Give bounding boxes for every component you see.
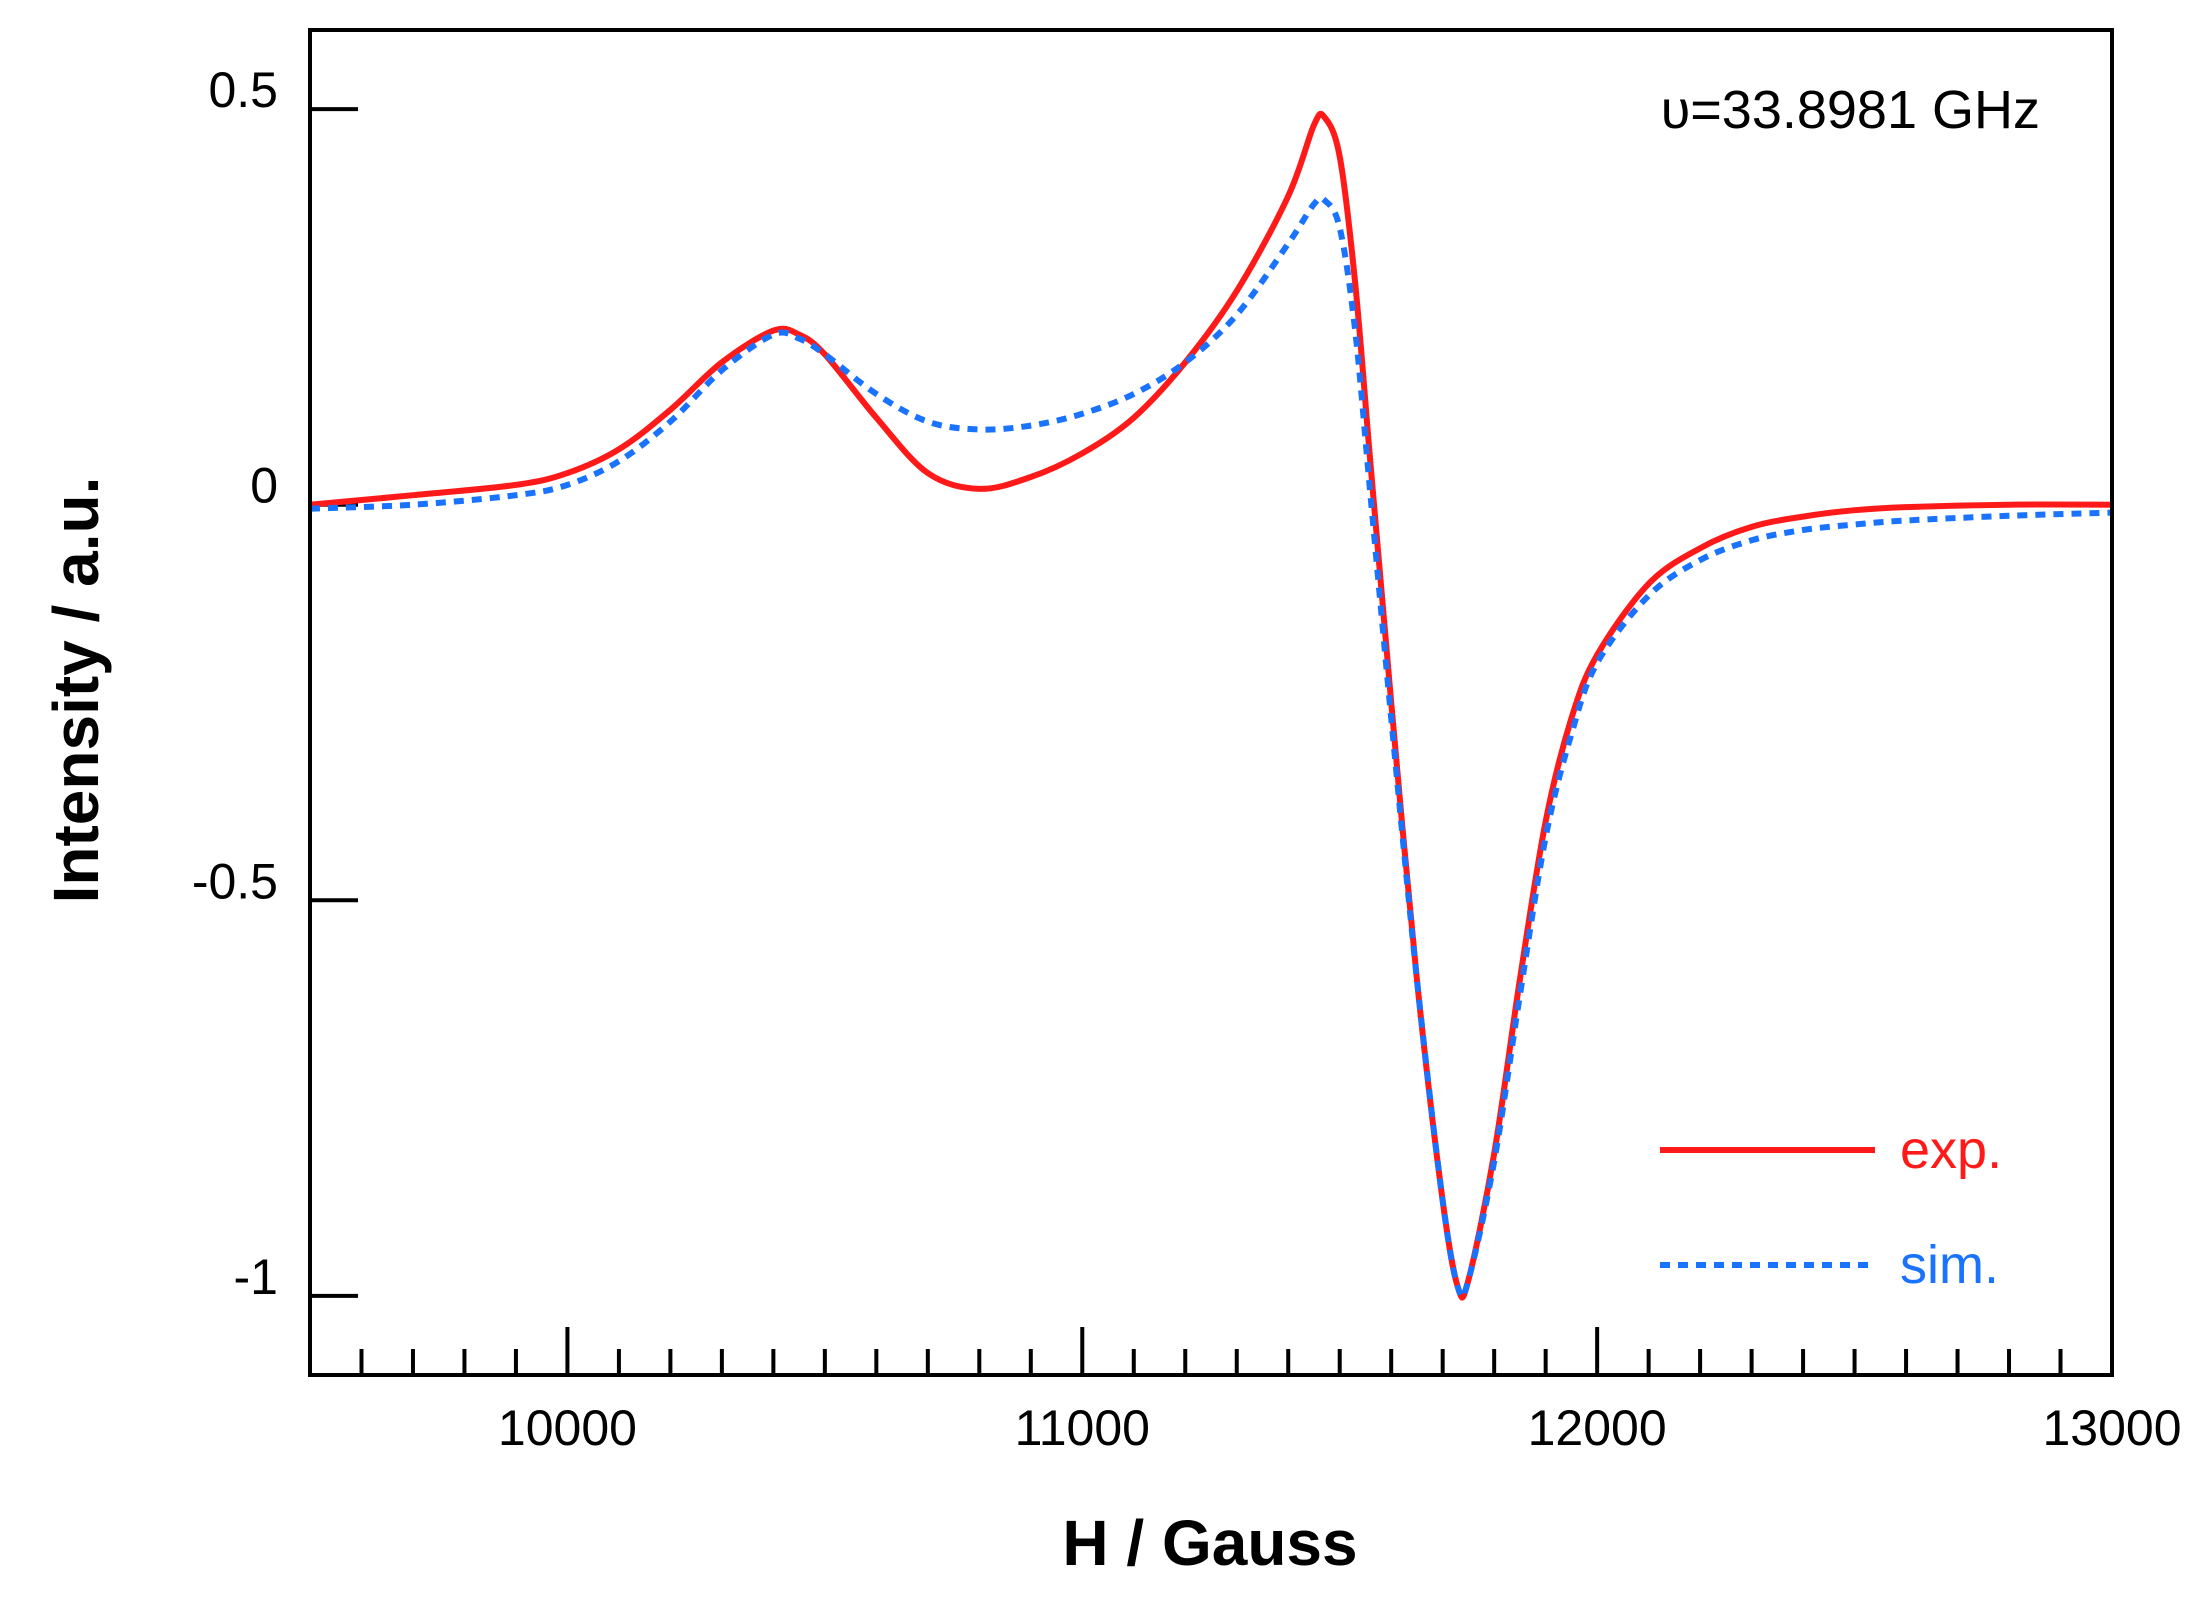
x-major-ticks: 10000 11000 12000 13000 — [498, 1327, 2182, 1456]
y-major-ticks: 0.5 0 -0.5 -1 — [192, 62, 358, 1305]
series-layer — [309, 110, 2113, 1301]
legend-label-sim: sim. — [1900, 1235, 1999, 1295]
frequency-annotation: υ=33.8981 GHz — [1661, 80, 2040, 140]
y-tick-label: 0.5 — [208, 62, 278, 118]
legend-label-exp: exp. — [1900, 1120, 2002, 1180]
series-line-sim — [309, 194, 2113, 1300]
x-tick-label: 12000 — [1528, 1400, 1667, 1456]
y-tick-label: 0 — [250, 458, 278, 514]
x-tick-label: 11000 — [1015, 1400, 1150, 1456]
plot-frame — [308, 28, 2114, 1377]
y-tick-label: -1 — [234, 1249, 278, 1305]
legend: exp. sim. — [1660, 1120, 2002, 1295]
series-line-exp — [309, 110, 2113, 1301]
x-axis-title: H / Gauss — [1062, 1507, 1357, 1579]
y-tick-label: -0.5 — [192, 853, 278, 909]
x-tick-label: 10000 — [498, 1400, 637, 1456]
x-tick-label: 13000 — [2042, 1400, 2181, 1456]
y-axis-title: Intensity / a.u. — [40, 477, 112, 904]
minor-ticks — [308, 1349, 2063, 1375]
